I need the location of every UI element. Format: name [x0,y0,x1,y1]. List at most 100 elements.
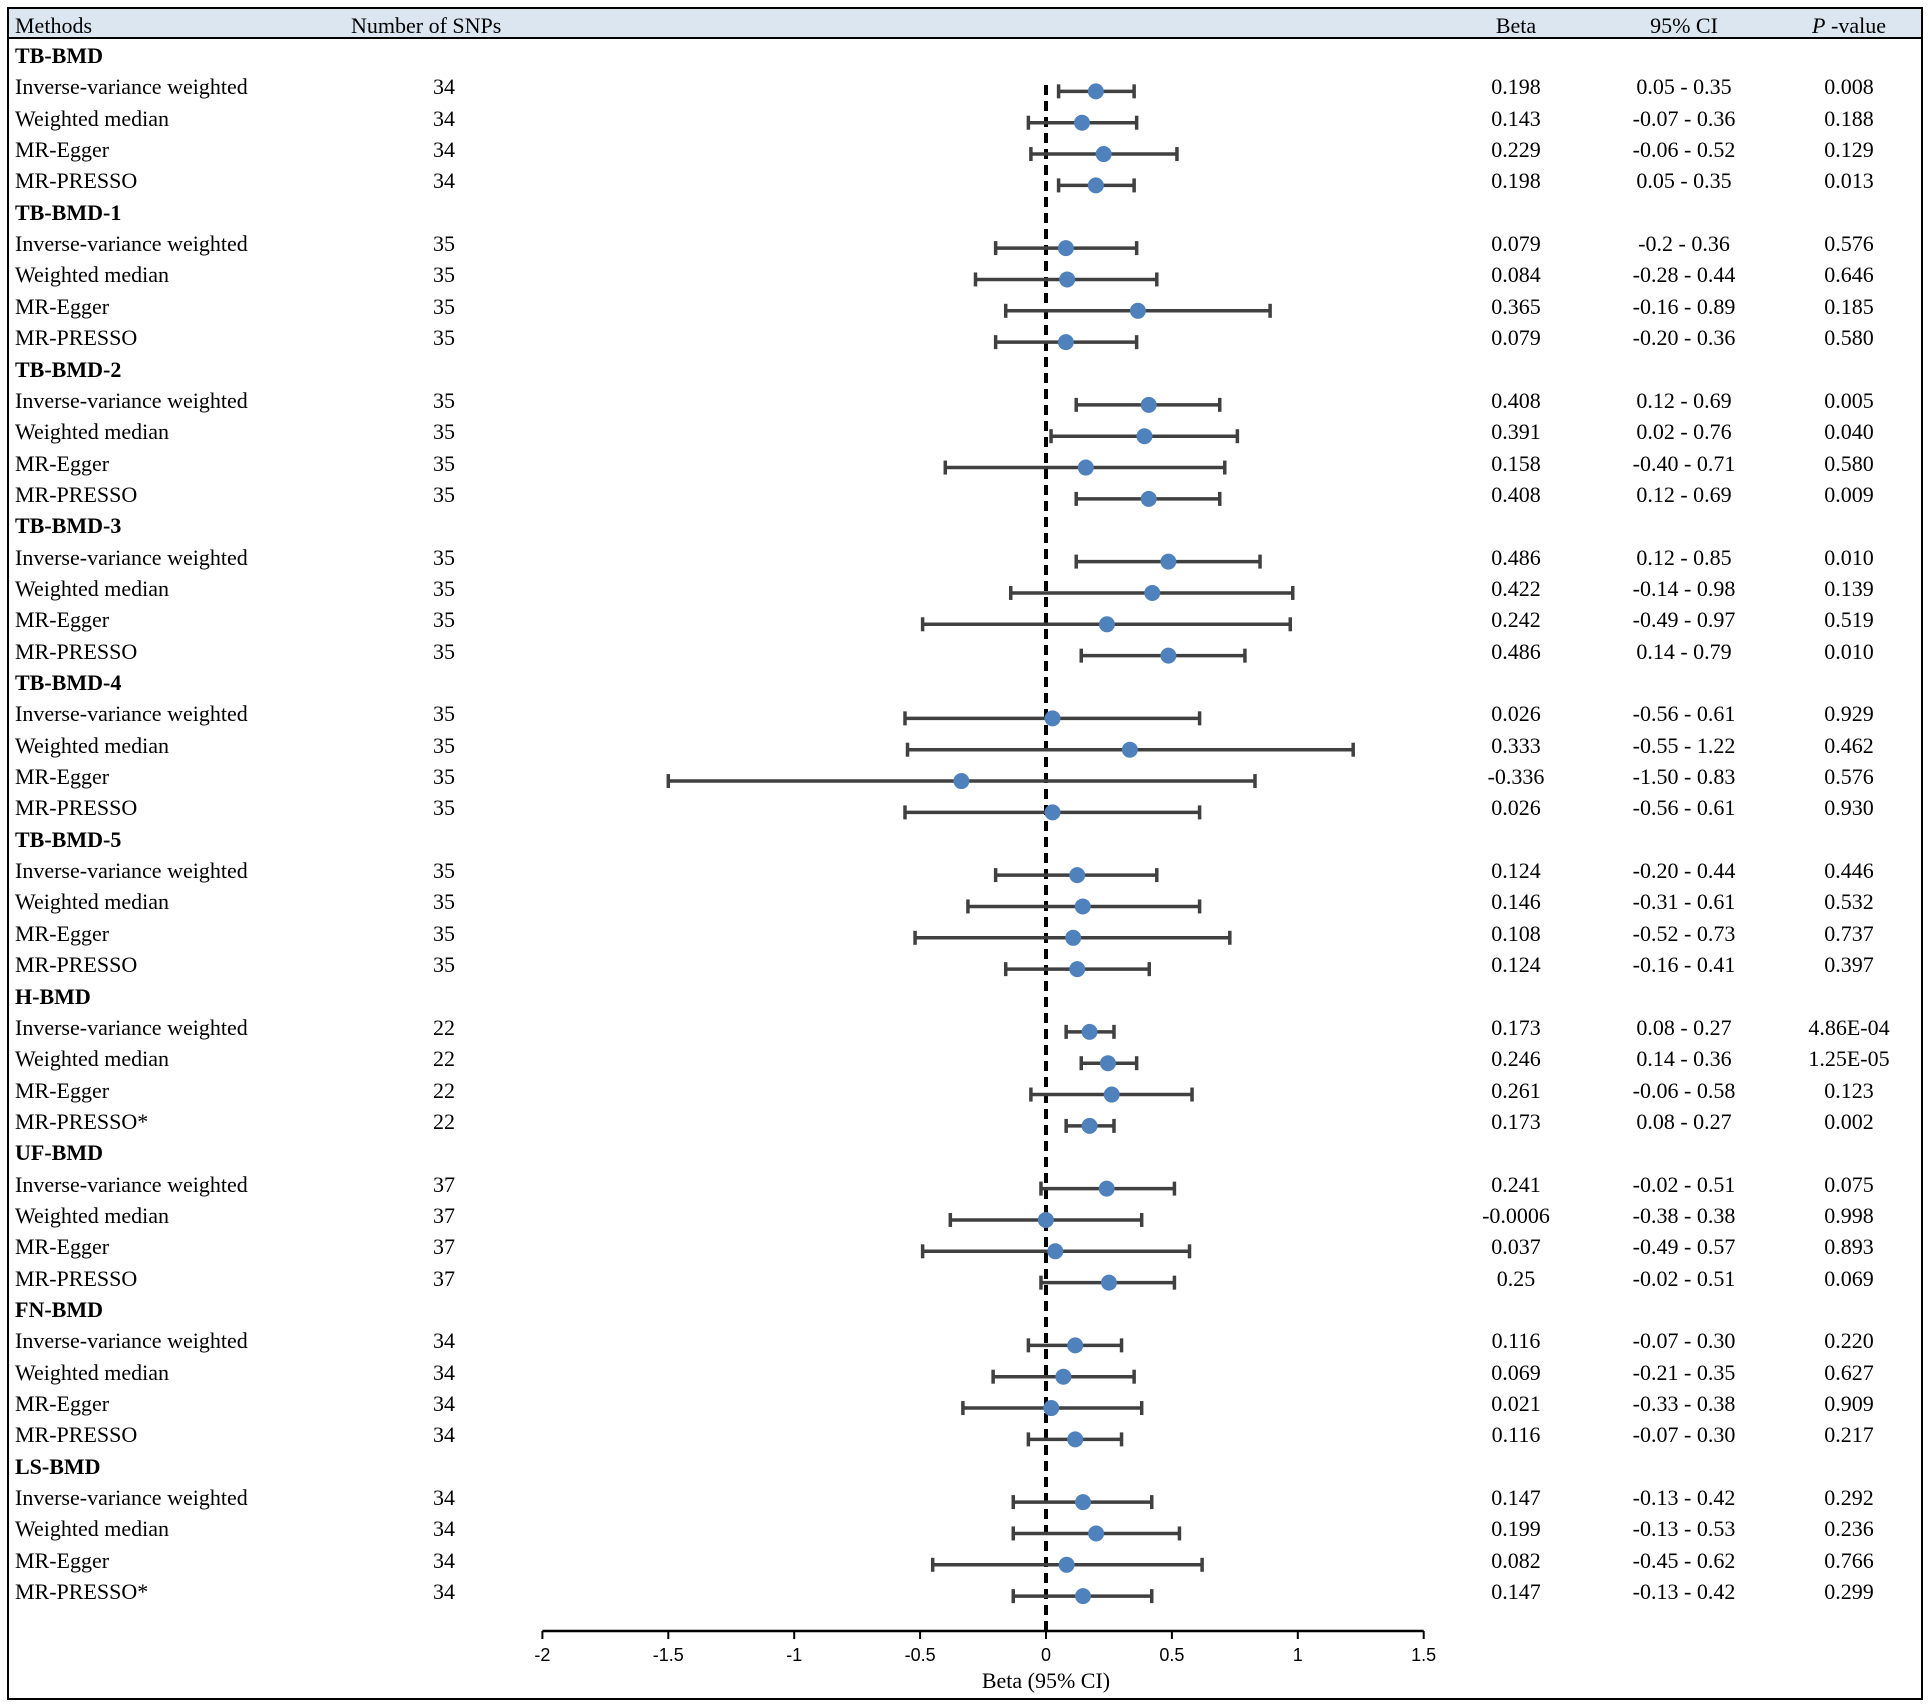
header-95-ci: 95% CI [1650,13,1718,38]
beta-value: 0.408 [1491,481,1541,507]
p-value: 0.519 [1824,607,1874,633]
ci-value: -0.02 - 0.51 [1632,1265,1736,1291]
header-methods: Methods [15,13,92,38]
snp-count: 34 [433,168,455,194]
method-label: MR-Egger [15,450,110,476]
method-label: Inverse-variance weighted [15,387,248,413]
snp-count: 35 [433,638,455,664]
beta-point [1077,459,1094,476]
estimate-mark [1026,1337,1124,1354]
estimate-mark [903,710,1202,727]
estimate-mark [991,1368,1136,1385]
estimate-mark [1003,302,1272,319]
beta-point [1055,1368,1072,1385]
ci-value: -0.16 - 0.89 [1632,293,1736,319]
beta-point [1129,302,1146,319]
snp-count: 35 [433,481,455,507]
method-label: Inverse-variance weighted [15,701,248,727]
snp-count: 35 [433,387,455,413]
ci-value: 0.05 - 0.35 [1636,168,1732,194]
ci-value: -0.2 - 0.36 [1638,231,1730,257]
estimate-mark [1079,647,1247,664]
p-value: 0.220 [1824,1328,1874,1354]
ci-value: -0.33 - 0.38 [1632,1391,1736,1417]
snp-count: 35 [433,732,455,758]
estimate-mark [1056,177,1136,194]
estimate-mark [1026,1431,1124,1448]
beta-value: 0.333 [1491,732,1541,758]
p-value: 0.185 [1824,293,1874,319]
p-value: 0.929 [1824,701,1874,727]
method-label: MR-PRESSO [15,795,138,821]
ci-value: -0.07 - 0.36 [1632,105,1736,131]
category-label: TB-BMD-2 [15,356,122,382]
ci-value: -0.20 - 0.44 [1632,858,1736,884]
beta-value: 0.026 [1491,795,1541,821]
ci-value: 0.12 - 0.85 [1636,544,1732,570]
estimate-mark [1008,584,1295,601]
beta-value: 0.246 [1491,1046,1541,1072]
ci-value: -0.52 - 0.73 [1632,920,1736,946]
method-label: Weighted median [15,1046,170,1072]
method-label: Inverse-variance weighted [15,858,248,884]
method-label: MR-Egger [15,293,110,319]
beta-point [1043,1400,1060,1417]
snp-count: 37 [433,1171,455,1197]
estimate-mark [993,240,1139,257]
beta-value: 0.116 [1491,1328,1541,1354]
p-value: 0.010 [1824,638,1874,664]
estimate-mark [1039,1180,1177,1197]
ci-value: 0.02 - 0.76 [1636,419,1732,445]
p-value: 0.397 [1824,952,1874,978]
p-value: 0.930 [1824,795,1874,821]
estimate-mark [1039,1274,1177,1291]
snp-count: 22 [433,1014,455,1040]
snp-count: 35 [433,231,455,257]
estimate-mark [1026,114,1139,131]
x-axis-title: Beta (95% CI) [982,1668,1110,1693]
estimate-mark [1064,1023,1116,1040]
category-label: TB-BMD-5 [15,826,122,852]
p-value: 0.766 [1824,1547,1874,1573]
estimate-mark [948,1211,1144,1228]
snp-count: 34 [433,1328,455,1354]
method-label: MR-PRESSO [15,1422,138,1448]
category-label: UF-BMD [15,1140,103,1166]
category-label: LS-BMD [15,1453,101,1479]
p-value: 0.576 [1824,231,1874,257]
beta-point [1074,114,1091,131]
beta-value: 0.021 [1491,1391,1541,1417]
beta-value: 0.173 [1491,1014,1541,1040]
beta-point [1067,1337,1084,1354]
ci-value: -0.06 - 0.52 [1632,137,1736,163]
method-label: Weighted median [15,889,170,915]
p-value: 0.576 [1824,764,1874,790]
method-label: Weighted median [15,732,170,758]
estimate-mark [1029,1086,1194,1103]
beta-point [1044,804,1061,821]
beta-value: 0.146 [1491,889,1541,915]
method-label: MR-PRESSO [15,1265,138,1291]
method-label: Weighted median [15,419,170,445]
method-label: MR-PRESSO [15,638,138,664]
beta-value: 0.079 [1491,325,1541,351]
ci-value: -0.14 - 0.98 [1632,575,1736,601]
estimate-mark [1011,1588,1154,1605]
snp-count: 34 [433,137,455,163]
p-value: 0.580 [1824,325,1874,351]
x-tick-label: -1 [786,1645,802,1665]
beta-point [1160,553,1177,570]
ci-value: -0.38 - 0.38 [1632,1202,1736,1228]
snp-count: 35 [433,419,455,445]
ci-value: -0.13 - 0.42 [1632,1579,1736,1605]
beta-value: 0.158 [1491,450,1541,476]
p-value: 0.217 [1824,1422,1874,1448]
method-label: MR-Egger [15,1077,110,1103]
p-value: 0.075 [1824,1171,1874,1197]
p-value: 0.010 [1824,544,1874,570]
ci-value: -0.56 - 0.61 [1632,701,1736,727]
beta-value: 0.365 [1491,293,1541,319]
x-tick-label: -1.5 [653,1645,684,1665]
estimate-mark [1064,1117,1116,1134]
ci-value: -0.56 - 0.61 [1632,795,1736,821]
